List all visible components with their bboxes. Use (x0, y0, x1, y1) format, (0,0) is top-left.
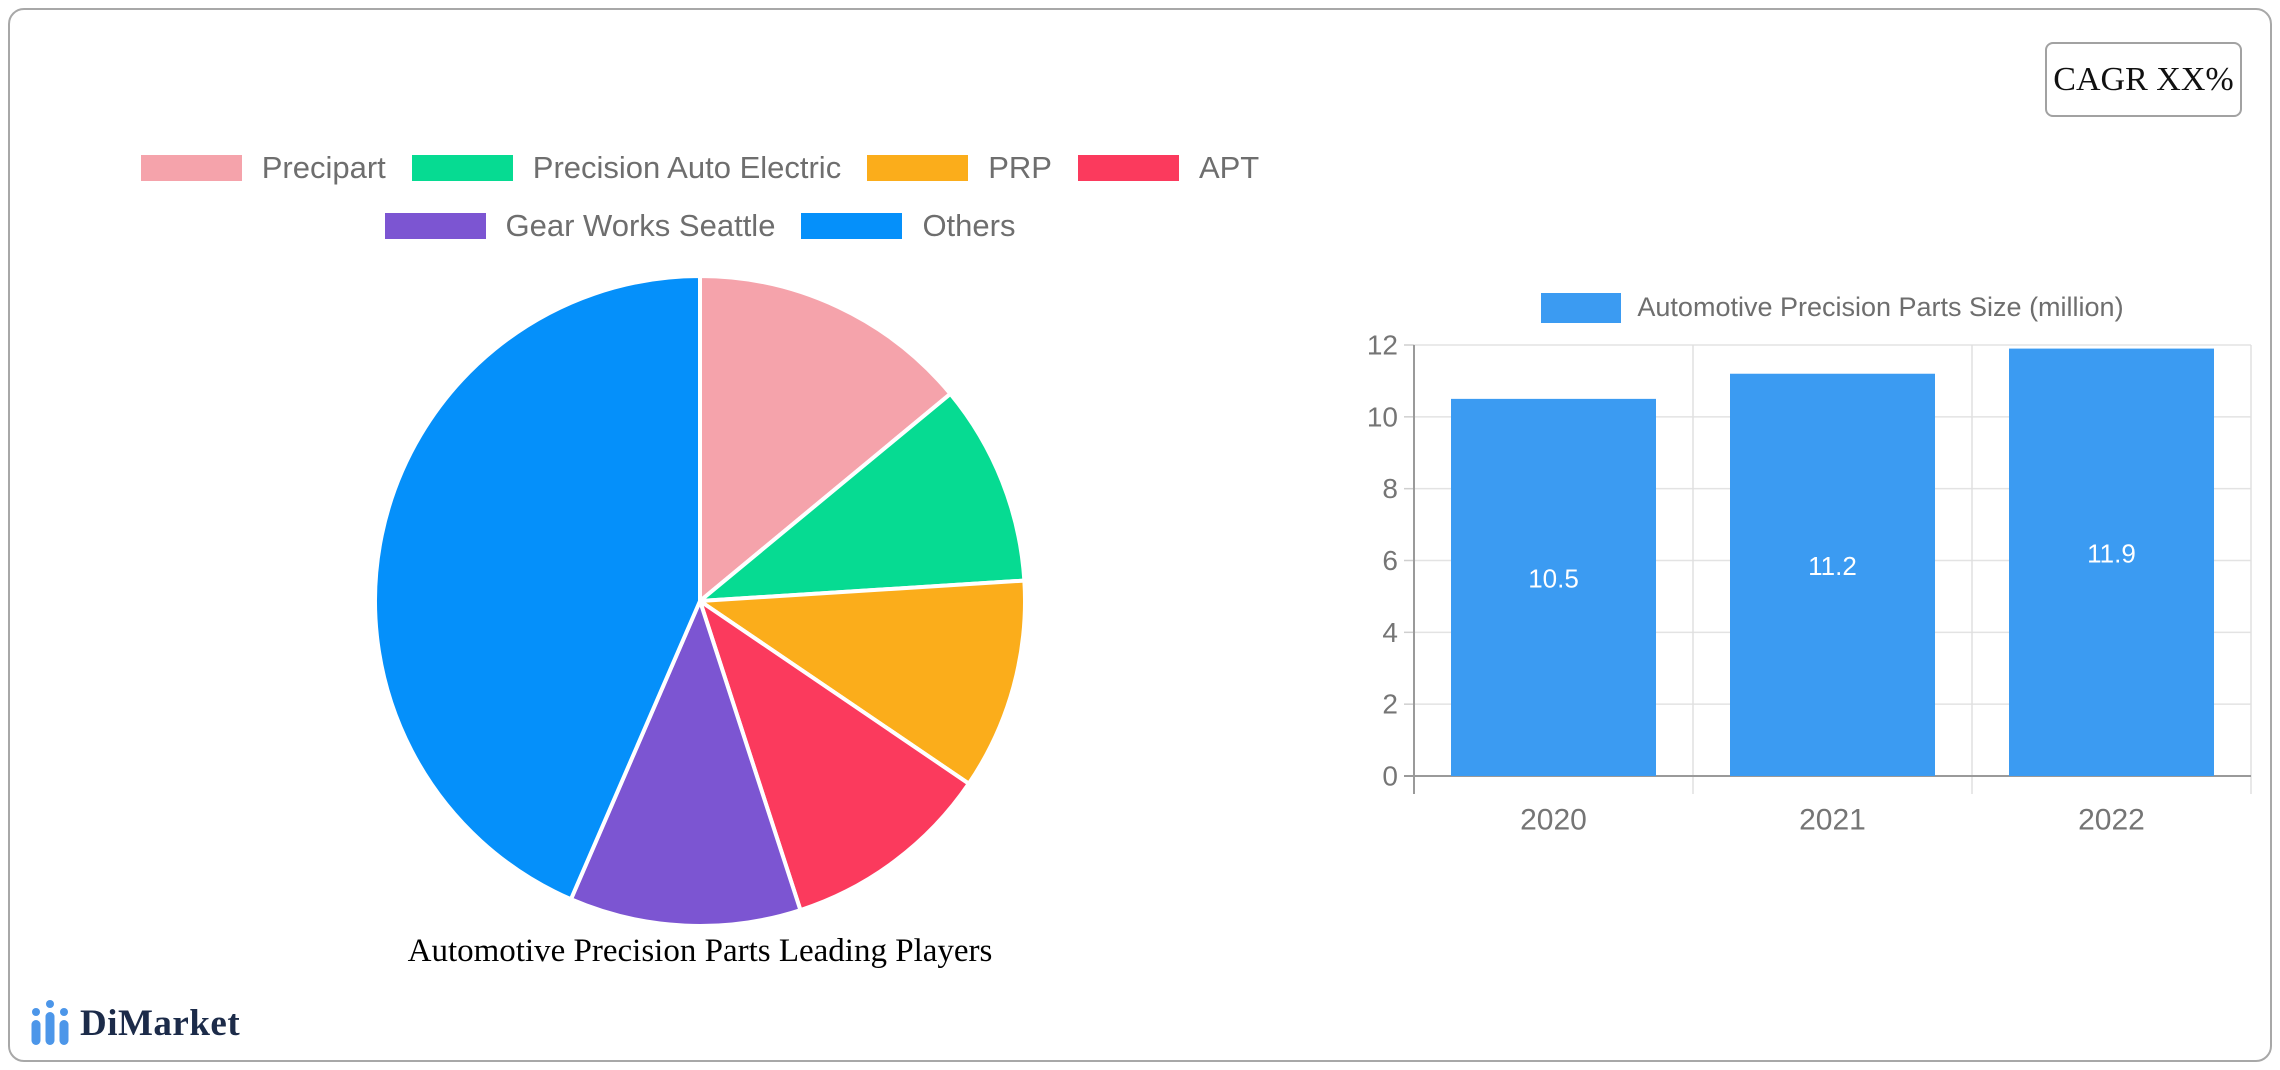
bar-value-label: 11.2 (1808, 551, 1857, 581)
bar-legend: Automotive Precision Parts Size (million… (1414, 292, 2251, 323)
legend-label: PRP (988, 150, 1052, 185)
y-tick-label: 8 (1382, 473, 1398, 504)
legend-swatch (384, 213, 486, 239)
bar-legend-swatch (1541, 292, 1622, 323)
legend-item-others: Others (801, 208, 1015, 244)
y-tick-label: 12 (1367, 330, 1398, 361)
brand-logo: DiMarket (30, 999, 240, 1047)
dimarket-logo-icon (31, 1000, 69, 1045)
legend-item-prp: PRP (867, 150, 1052, 186)
cagr-label: CAGR XX% (2053, 60, 2234, 98)
bar-2021 (1730, 373, 1935, 776)
bar-value-label: 10.5 (1528, 563, 1579, 593)
legend-label: Others (922, 208, 1016, 243)
bar-value-label: 11.9 (2087, 538, 2136, 568)
x-tick-label: 2020 (1520, 804, 1587, 837)
legend-swatch (140, 155, 242, 181)
bar-chart: 0 2 4 6 8 10 12 10.5 2020 11.2 2021 11.9 2022 (1367, 330, 2252, 837)
legend-item-precision-auto-electric: Precision Auto Electric (411, 150, 842, 186)
legend-swatch (411, 155, 513, 181)
pie-legend-row: Precipart Precision Auto Electric PRP APT (140, 150, 1260, 186)
legend-item-apt: APT (1077, 150, 1260, 186)
legend-label: Precision Auto Electric (532, 150, 842, 185)
legend-swatch (1077, 155, 1179, 181)
pie-legend-row: Gear Works Seattle Others (384, 208, 1015, 244)
legend-label: Precipart (261, 150, 386, 185)
bar-2020 (1451, 398, 1656, 776)
brand-logo-text: DiMarket (80, 1002, 241, 1044)
legend-label: Gear Works Seattle (505, 208, 776, 243)
legend-label: APT (1198, 150, 1260, 185)
cagr-badge: CAGR XX% (2045, 42, 2242, 117)
bar-2022 (2009, 348, 2214, 776)
pie-slice-precipart (698, 274, 953, 603)
pie-slice-others (373, 274, 702, 902)
x-tick-label: 2022 (2078, 804, 2145, 837)
y-tick-label: 4 (1382, 617, 1398, 648)
legend-swatch (867, 155, 969, 181)
y-tick-label: 10 (1367, 401, 1398, 432)
legend-item-precipart: Precipart (140, 150, 386, 186)
y-tick-label: 0 (1382, 761, 1398, 792)
pie-legend: Precipart Precision Auto Electric PRP APT Ge… (0, 150, 1400, 244)
y-tick-label: 2 (1382, 689, 1398, 720)
legend-item-gear-works-seattle: Gear Works Seattle (384, 208, 776, 244)
pie-chart (373, 274, 1027, 928)
pie-slice-prp (698, 578, 1027, 786)
y-tick-label: 6 (1382, 545, 1398, 576)
pie-slice-precision-auto-electric (698, 391, 1027, 603)
pie-chart-title: Automotive Precision Parts Leading Playe… (407, 933, 993, 969)
pie-slice-apt (698, 599, 971, 913)
bar-legend-label: Automotive Precision Parts Size (million… (1637, 292, 2124, 322)
x-tick-label: 2021 (1799, 804, 1866, 837)
legend-swatch (801, 213, 903, 239)
pie-slice-gear-works-seattle (568, 599, 803, 928)
